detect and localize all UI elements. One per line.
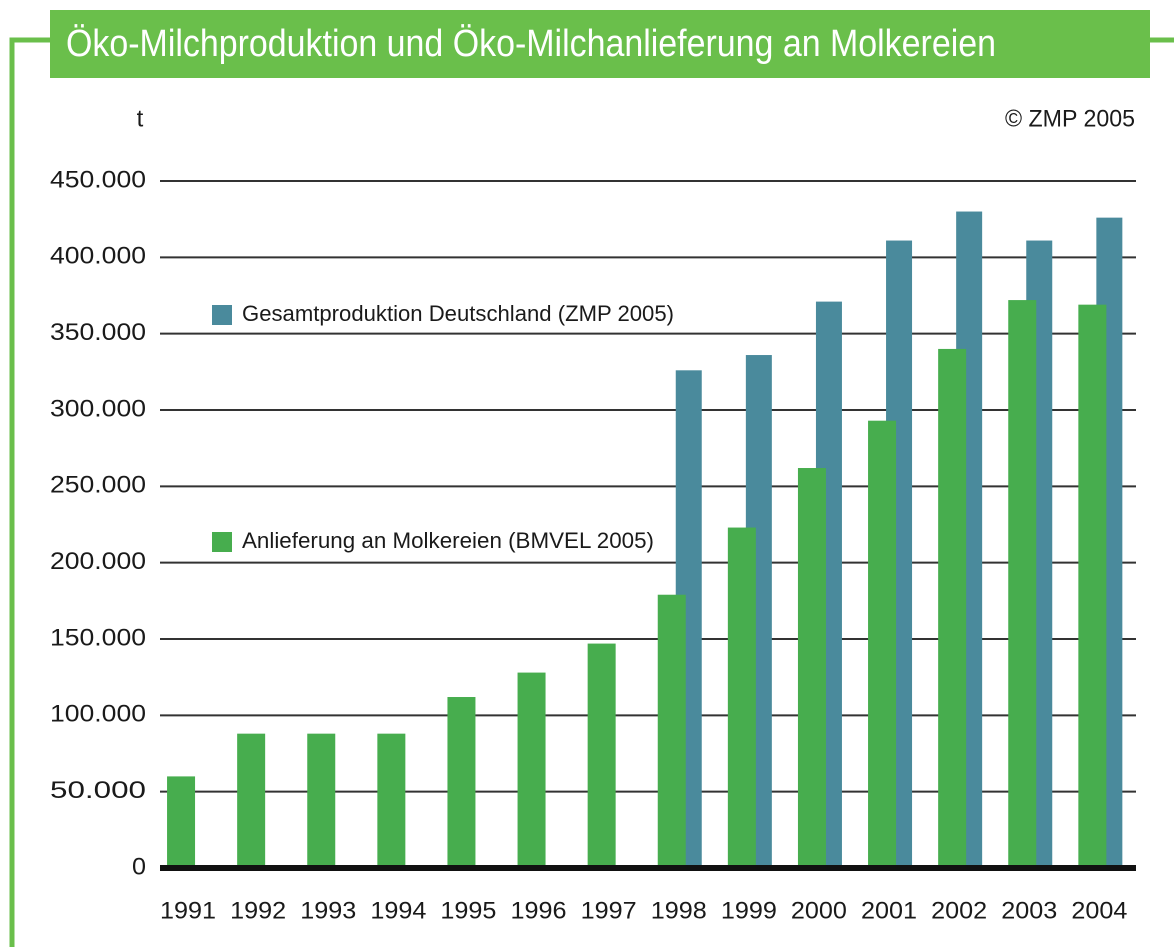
legend-label: Anlieferung an Molkereien (BMVEL 2005) <box>242 528 654 553</box>
title-banner <box>50 10 1150 78</box>
bar <box>1078 304 1107 868</box>
y-tick-label: 300.000 <box>50 395 146 422</box>
x-tick-label: 1998 <box>651 897 707 924</box>
bar <box>237 733 266 868</box>
source: © ZMP 2005 <box>1005 105 1135 132</box>
x-tick-label: 1995 <box>440 897 496 924</box>
x-tick-label: 1993 <box>300 897 356 924</box>
legend-swatch <box>212 532 232 552</box>
bar <box>1008 300 1037 869</box>
y-axis-label: t <box>137 105 144 132</box>
y-tick-label: 400.000 <box>50 243 146 270</box>
y-tick-label: 250.000 <box>50 472 146 499</box>
x-tick-label: 2000 <box>791 897 847 924</box>
y-tick-label: 150.000 <box>50 624 146 651</box>
bar <box>377 733 406 868</box>
bar <box>167 776 196 868</box>
frame <box>9 37 1174 947</box>
x-tick-label: 1999 <box>721 897 777 924</box>
x-tick-label: 1997 <box>581 897 637 924</box>
x-tick-label: 2002 <box>931 897 987 924</box>
bar <box>797 468 826 868</box>
x-tick-label: 2003 <box>1001 897 1057 924</box>
bar <box>587 643 616 868</box>
y-tick-label: 350.000 <box>50 319 146 346</box>
chart-title: Öko-Milchproduktion und Öko-Milchanliefe… <box>66 23 996 65</box>
bar <box>938 348 967 868</box>
y-tick-label: 450.000 <box>50 166 146 193</box>
legend-label: Gesamtproduktion Deutschland (ZMP 2005) <box>242 301 674 326</box>
legend-swatch <box>212 305 232 325</box>
bar <box>307 733 336 868</box>
x-tick-label: 2004 <box>1071 897 1127 924</box>
y-tick-label: 100.000 <box>50 701 146 728</box>
x-tick-label: 2001 <box>861 897 917 924</box>
x-tick-label: 1994 <box>370 897 426 924</box>
y-tick-label: 200.000 <box>50 548 146 575</box>
bar <box>727 527 756 868</box>
y-tick-label: 50.000 <box>50 777 146 804</box>
bar <box>517 672 546 868</box>
bar <box>447 697 476 868</box>
x-tick-label: 1996 <box>511 897 567 924</box>
y-tick-label: 0 <box>132 853 146 880</box>
x-tick-label: 1991 <box>160 897 216 924</box>
x-tick-label: 1992 <box>230 897 286 924</box>
bar <box>868 420 897 868</box>
bar <box>657 594 686 868</box>
